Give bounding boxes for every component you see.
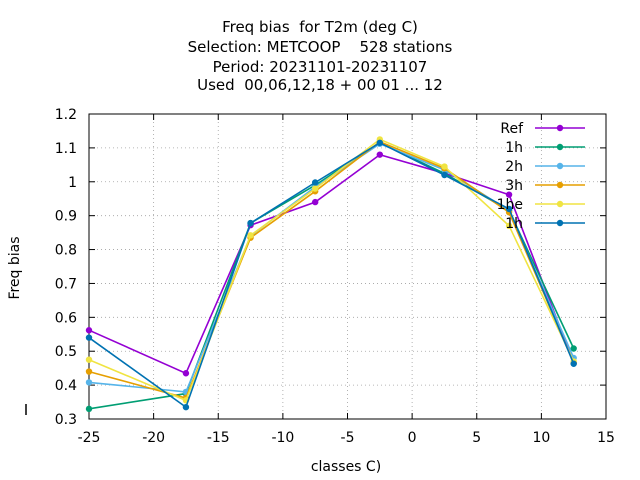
x-tick-label: 0: [408, 430, 417, 446]
legend-swatch-point: [556, 162, 564, 170]
y-tick-label: 1.1: [55, 141, 77, 157]
legend-label: 1h: [505, 216, 523, 232]
data-point: [182, 403, 190, 411]
legend-item: 1h: [505, 216, 585, 232]
series-1h-1: [85, 139, 577, 413]
legend-item: 3h: [505, 178, 585, 194]
x-tick-label: -5: [341, 430, 355, 446]
data-point: [505, 205, 513, 213]
x-axis-label: classes C): [311, 459, 381, 475]
legend-label: 2h: [505, 159, 523, 175]
x-tick-label: -15: [207, 430, 230, 446]
chart-title-line-3: Period: 20231101-20231107: [212, 58, 428, 76]
chart-title-line-2: Selection: METCOOP 528 stations: [187, 38, 453, 56]
data-point: [247, 232, 254, 239]
x-tick-label: 5: [472, 430, 481, 446]
legend-label: 3h: [505, 178, 523, 194]
x-tick-label: 10: [532, 430, 550, 446]
y-tick-label: 1.2: [55, 107, 77, 123]
data-point: [247, 219, 254, 227]
series-line: [88, 142, 575, 393]
data-point: [85, 379, 93, 386]
x-tick-label: -10: [271, 430, 294, 446]
data-point: [311, 179, 319, 186]
y-tick-label: 0.5: [55, 344, 77, 360]
chart-title-line-1: Freq bias for T2m (deg C): [222, 18, 418, 36]
series-line: [88, 138, 575, 402]
legend-swatch-point: [556, 219, 564, 227]
y-tick-label: 0.9: [55, 209, 77, 225]
x-tick-label: -20: [142, 430, 165, 446]
legend: Ref 1h 2h 3h 1he 1h: [497, 121, 585, 232]
data-point: [182, 370, 190, 377]
series-line: [88, 141, 575, 409]
data-point: [376, 139, 384, 147]
series-1he-4: [85, 136, 577, 404]
data-point: [570, 360, 577, 367]
data-point: [505, 191, 513, 198]
axis-ticks: -25 -20 -15 -10 -5 0 5 10 15 0.3 0.4 0.5 0.6 0.7 0.8 0.…: [55, 107, 615, 446]
chart-title-line-4: Used 00,06,12,18 + 00 01 ... 12: [197, 76, 443, 94]
data-point: [376, 151, 384, 158]
legend-swatch-point: [556, 200, 564, 208]
y-tick-label: 0.4: [55, 378, 77, 394]
legend-label: 1he: [497, 197, 523, 213]
legend-item: 2h: [505, 159, 585, 175]
y-axis-label: Freq bias: [7, 236, 23, 299]
y-tick-label: 0.3: [55, 412, 77, 428]
data-point: [505, 222, 513, 230]
data-point: [311, 198, 319, 206]
legend-item: 1h: [505, 140, 585, 156]
legend-label: 1h: [505, 140, 523, 156]
data-point: [85, 356, 93, 363]
data-point: [85, 327, 93, 334]
data-point: [570, 345, 577, 352]
legend-swatch-point: [556, 124, 564, 132]
grid: [89, 114, 606, 419]
y-tick-label: 1: [68, 175, 77, 191]
x-tick-label: -25: [78, 430, 101, 446]
series-1h-5: [85, 139, 577, 411]
series-line: [88, 153, 575, 375]
x-tick-label: 15: [597, 430, 615, 446]
legend-label: Ref: [500, 121, 524, 137]
series-group: [85, 136, 577, 413]
data-point: [85, 334, 93, 341]
data-point: [311, 185, 319, 192]
series-line: [88, 141, 575, 410]
series-line: [88, 140, 575, 399]
series-Ref-0: [85, 151, 577, 377]
data-point: [85, 368, 93, 375]
data-point: [441, 171, 448, 179]
legend-item: Ref: [500, 121, 585, 137]
legend-swatch-point: [556, 143, 564, 151]
legend-swatch-point: [556, 181, 564, 189]
data-point: [85, 405, 93, 413]
data-point: [441, 163, 448, 170]
y-tick-label: 0.8: [55, 243, 77, 259]
y-tick-label: 0.7: [55, 276, 77, 292]
y-tick-label: 0.6: [55, 310, 77, 326]
legend-item: 1he: [497, 197, 585, 213]
